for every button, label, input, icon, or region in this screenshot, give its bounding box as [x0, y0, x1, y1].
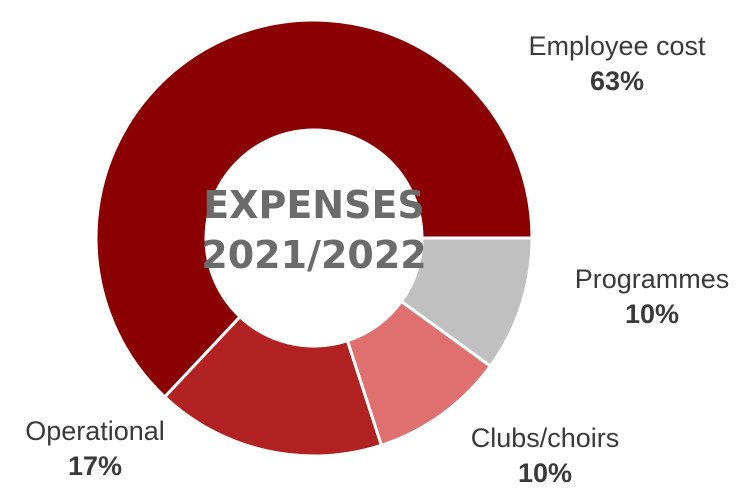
slice-label-employee-cost: Employee cost [528, 31, 706, 61]
slice-value-operational: 17% [68, 451, 122, 481]
center-title-line-2: 2021/2022 [201, 233, 426, 277]
donut-slices [94, 18, 534, 458]
slice-value-programmes: 10% [625, 299, 679, 329]
slice-label-programmes: Programmes [575, 264, 730, 294]
slice-value-employee-cost: 63% [590, 66, 644, 96]
slice-operational [162, 314, 384, 458]
slice-value-clubs-choirs: 10% [518, 458, 572, 488]
slice-employee-cost [94, 18, 534, 400]
center-title-line-1: EXPENSES [203, 183, 425, 227]
slice-label-operational: Operational [25, 416, 165, 446]
slice-label-clubs-choirs: Clubs/choirs [471, 423, 620, 453]
